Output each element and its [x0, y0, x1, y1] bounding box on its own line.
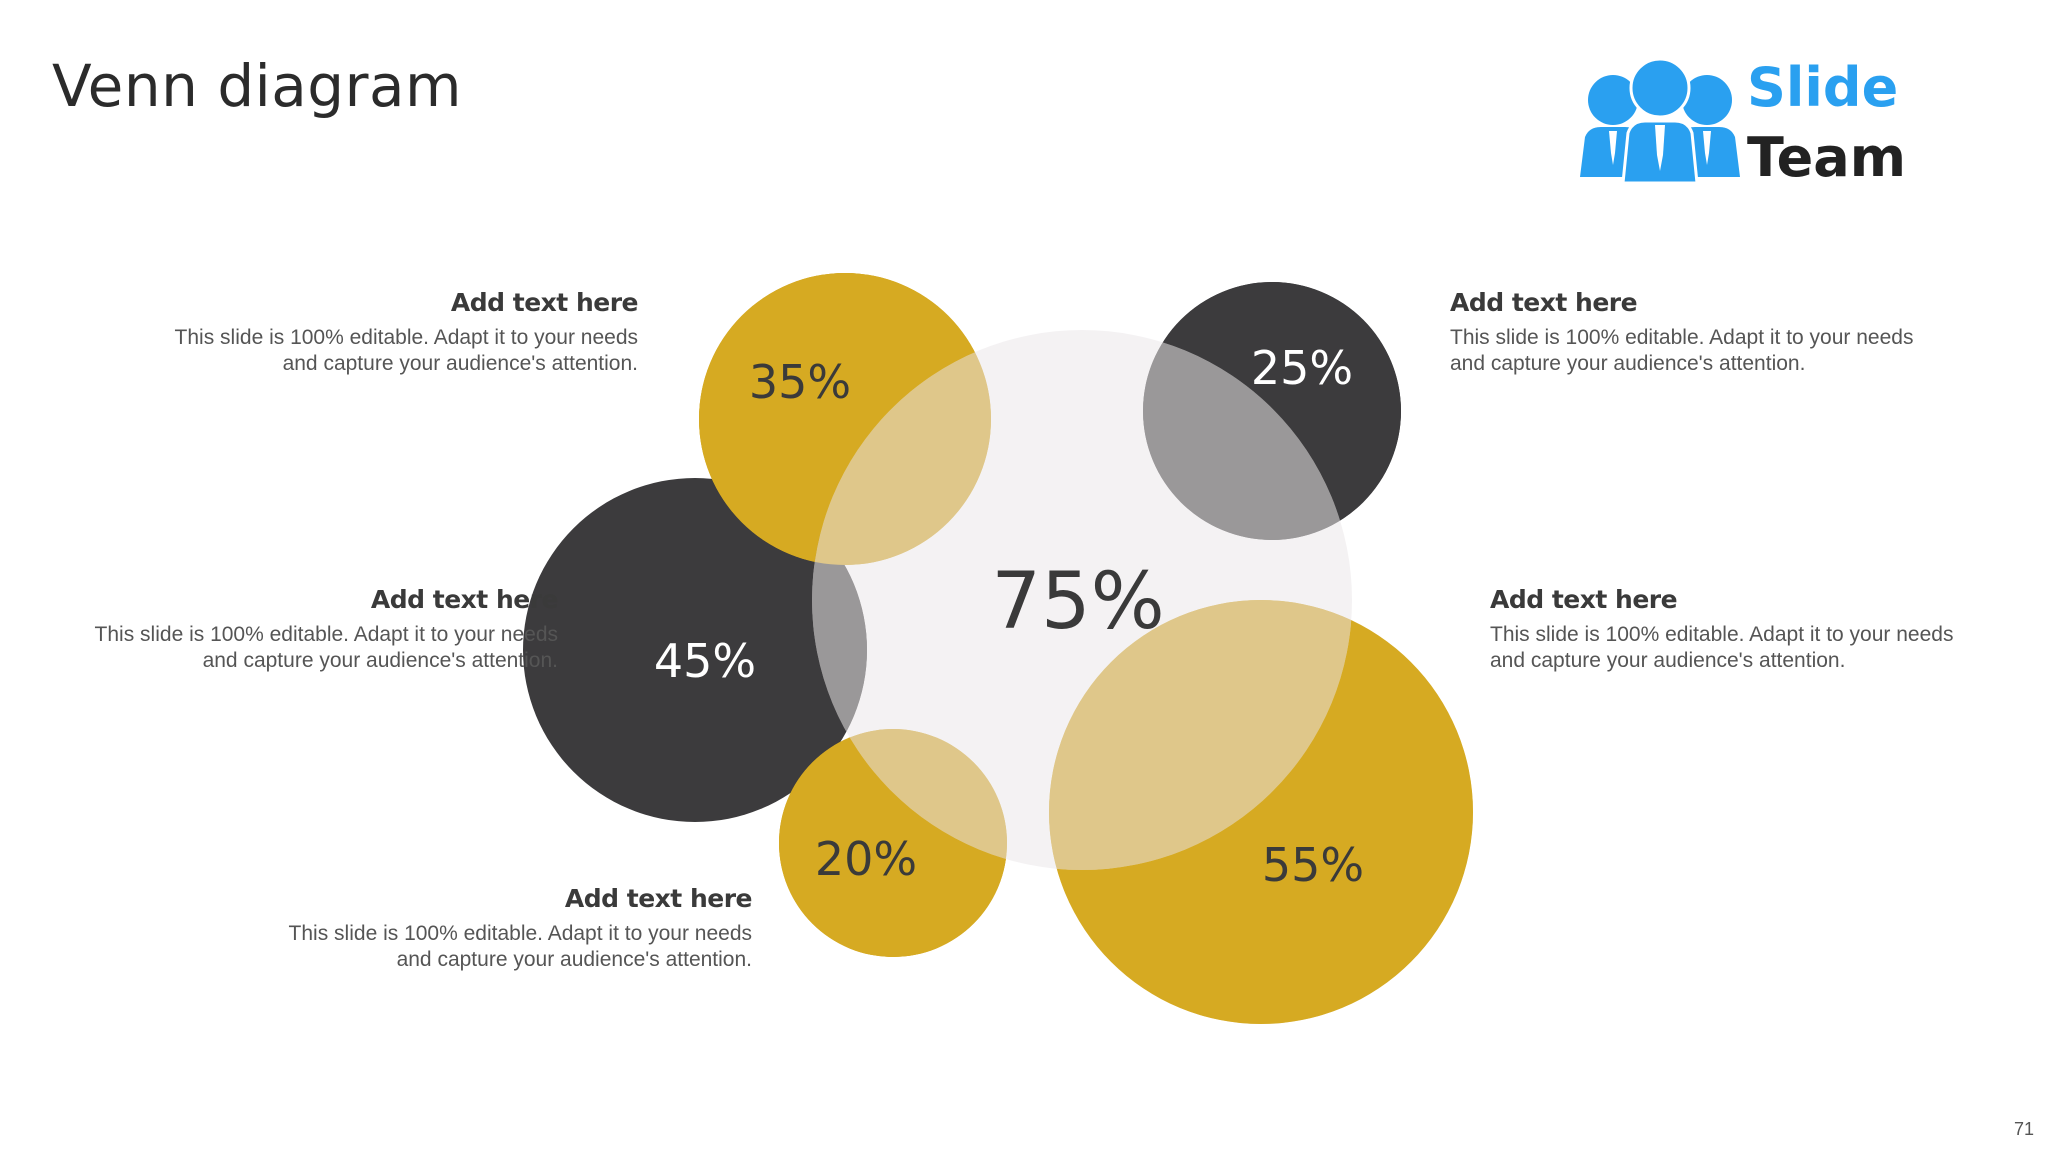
value-label-middle-left: 45% [654, 634, 756, 688]
value-label-center: 75% [991, 557, 1164, 647]
callout-body-line: This slide is 100% editable. Adapt it to… [94, 623, 558, 646]
callout-body-line: This slide is 100% editable. Adapt it to… [1490, 623, 1954, 646]
slide-title: Venn diagram [52, 52, 462, 120]
page-number: 71 [2013, 1119, 2034, 1139]
people-icon [1580, 57, 1740, 185]
callout-bottom-left: Add text here This slide is 100% editabl… [192, 884, 753, 973]
logo-text-team: Team [1747, 126, 1906, 189]
callout-body-line: and capture your audience's attention. [1450, 352, 1806, 375]
callout-top-right: Add text here This slide is 100% editabl… [1450, 288, 2010, 377]
value-label-top-right: 25% [1251, 341, 1353, 395]
callout-middle-left: Add text here This slide is 100% editabl… [0, 585, 559, 674]
value-label-bottom-left: 20% [815, 832, 917, 886]
callout-body: This slide is 100% editable. Adapt it to… [192, 921, 752, 973]
callout-body-line: and capture your audience's attention. [202, 649, 558, 672]
callout-body-line: and capture your audience's attention. [282, 352, 638, 375]
value-label-top-left: 35% [749, 355, 851, 409]
callout-body-line: This slide is 100% editable. Adapt it to… [1450, 326, 1914, 349]
circle-middle-left [523, 478, 867, 822]
slideteam-logo: Slide Team [1575, 55, 1906, 195]
callout-body: This slide is 100% editable. Adapt it to… [1450, 325, 2010, 377]
callout-body: This slide is 100% editable. Adapt it to… [78, 325, 638, 377]
callout-body-line: This slide is 100% editable. Adapt it to… [288, 922, 752, 945]
callout-heading: Add text here [1450, 288, 1638, 317]
callout-body-line: and capture your audience's attention. [1490, 649, 1846, 672]
callout-heading: Add text here [564, 884, 753, 913]
callout-body: This slide is 100% editable. Adapt it to… [0, 622, 558, 674]
callout-top-left: Add text here This slide is 100% editabl… [78, 288, 639, 377]
callout-body-line: and capture your audience's attention. [396, 948, 752, 971]
value-label-bottom-right: 55% [1262, 838, 1364, 892]
callout-heading: Add text here [450, 288, 639, 317]
callout-heading: Add text here [1490, 585, 1678, 614]
callout-middle-right: Add text here This slide is 100% editabl… [1490, 585, 2048, 674]
callout-heading: Add text here [370, 585, 559, 614]
logo-text-slide: Slide [1747, 56, 1899, 119]
callout-body-line: This slide is 100% editable. Adapt it to… [174, 326, 638, 349]
callout-body: This slide is 100% editable. Adapt it to… [1490, 622, 2048, 674]
